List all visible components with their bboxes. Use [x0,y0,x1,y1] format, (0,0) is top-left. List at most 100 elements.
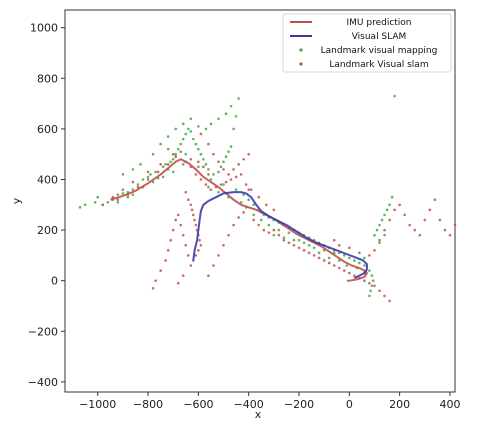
landmark-visual-mapping-point [136,183,140,186]
landmark-visual-mapping-point [370,284,374,288]
visual-slam-line [192,191,368,280]
landmark-visual-mapping-point [161,175,165,179]
landmark-visual-slam-point [307,251,311,255]
landmark-visual-mapping-point [164,163,167,166]
landmark-visual-slam-point [287,241,291,245]
landmark-visual-mapping-point [348,256,351,260]
landmark-visual-slam-point [136,185,140,189]
y-tick-label: −200 [28,325,58,338]
y-tick-label: 400 [37,173,58,186]
landmark-visual-slam-point [247,152,250,156]
landmark-visual-slam-point [257,223,261,227]
landmark-visual-mapping-point [370,274,374,277]
landmark-visual-slam-point [207,274,210,277]
landmark-visual-mapping-point [131,193,135,196]
lines-layer [110,158,368,282]
landmark-visual-mapping-point [174,127,178,131]
landmark-visual-mapping-point [212,173,215,176]
landmark-visual-mapping-point [154,170,157,174]
landmark-visual-mapping-point [287,231,291,234]
landmark-visual-mapping-point [373,233,376,237]
landmark-visual-slam-point [202,165,205,169]
landmark-visual-slam-point [252,218,256,222]
landmark-visual-mapping-point [204,127,208,131]
landmark-visual-mapping-point [267,223,271,227]
landmark-visual-slam-point [232,223,235,227]
landmark-visual-mapping-point [224,112,228,116]
landmark-visual-mapping-point [209,122,213,126]
landmark-visual-slam-point [198,238,201,242]
landmark-visual-mapping-point [131,188,135,191]
landmark-visual-slam-point [292,243,296,247]
landmark-visual-slam-point [194,223,198,227]
landmark-visual-slam-point [186,198,190,202]
landmark-visual-slam-point [224,180,228,184]
y-tick-label: 1000 [30,22,58,35]
landmark-visual-mapping-point [93,200,97,204]
landmark-visual-mapping-point [149,173,152,176]
landmark-visual-slam-point [413,228,417,232]
landmark-visual-slam-point [166,163,170,166]
legend-marker-landmark-visual-slam [299,62,303,66]
landmark-visual-mapping-point [282,236,286,239]
landmark-visual-slam-point [227,173,230,176]
landmark-visual-slam-point [239,173,243,176]
landmark-visual-mapping-point [229,145,233,148]
landmark-visual-slam-point [388,218,391,222]
landmark-visual-mapping-point [166,135,170,138]
landmark-visual-slam-point [363,279,366,282]
landmark-visual-slam-point [438,218,442,222]
landmark-visual-slam-point [131,180,135,184]
landmark-visual-mapping-point [312,246,316,250]
landmark-visual-mapping-point [121,173,125,176]
landmark-visual-mapping-point [159,142,162,146]
landmark-visual-slam-point [348,246,351,250]
landmark-visual-mapping-point [259,218,263,222]
landmark-visual-mapping-point [192,137,195,141]
landmark-visual-slam-point [368,281,371,285]
landmark-visual-mapping-point [368,294,371,298]
landmark-visual-slam-point [156,170,160,174]
landmark-visual-mapping-point [247,198,250,202]
landmark-visual-slam-point [176,281,180,285]
landmark-visual-slam-point [353,274,356,277]
y-tick-label: 800 [37,72,58,85]
landmark-visual-slam-point [373,249,376,252]
landmark-visual-slam-point [199,243,203,247]
landmark-visual-slam-point [194,173,198,176]
landmark-visual-slam-point [242,157,245,161]
landmark-visual-mapping-point [371,279,375,282]
landmark-visual-slam-point [378,238,381,242]
landmark-visual-mapping-point [209,178,213,181]
landmark-visual-slam-point [297,246,301,250]
landmark-visual-mapping-point [184,152,188,156]
landmark-visual-slam-point [116,198,120,202]
landmark-visual-slam-point [337,243,341,247]
landmark-visual-slam-point [348,271,351,275]
landmark-visual-mapping-point [217,117,220,121]
landmark-visual-slam-point [217,160,220,164]
landmark-visual-slam-point [186,254,190,257]
landmark-visual-slam-point [393,208,396,212]
legend-label-visual-slam: Visual SLAM [352,32,407,42]
landmark-visual-slam-point [418,233,422,237]
landmark-visual-slam-point [229,178,233,181]
landmark-visual-mapping-point [317,251,321,255]
landmark-visual-slam-point [368,254,371,257]
landmark-visual-mapping-point [116,193,120,196]
landmark-visual-slam-point [222,168,225,171]
landmark-visual-mapping-point [176,147,180,151]
landmark-visual-mapping-point [222,160,225,164]
landmark-visual-slam-point [332,264,336,267]
landmark-visual-slam-point [169,238,172,242]
landmark-visual-slam-point [443,228,447,232]
landmark-visual-slam-point [403,213,406,217]
landmark-visual-mapping-point [181,137,185,141]
landmark-visual-slam-point [197,249,200,252]
landmark-visual-slam-point [151,286,155,290]
landmark-visual-slam-point [217,254,220,257]
landmark-visual-slam-point [199,178,203,181]
landmark-visual-mapping-point [199,152,203,156]
landmark-visual-mapping-point [383,213,386,217]
